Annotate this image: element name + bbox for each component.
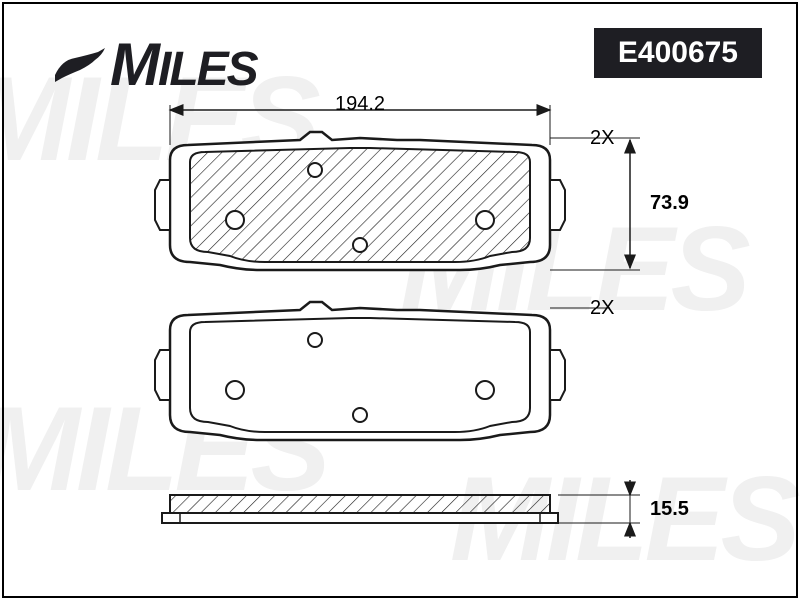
part-number-badge: E400675 [594,28,762,78]
pad-view-side-profile [162,495,558,523]
technical-drawing [100,90,700,570]
brand-name: MILES [110,30,257,99]
pad-view-front-hatched [155,132,565,270]
qty-label-1: 2X [590,127,614,150]
qty-label-2: 2X [590,297,614,320]
thickness-value: 15.5 [650,498,689,521]
width-value: 194.2 [335,93,385,116]
greyhound-icon [50,40,110,90]
brand-logo: MILES [50,30,257,99]
pad-view-front-outline [155,302,565,440]
height-value: 73.9 [650,192,689,215]
